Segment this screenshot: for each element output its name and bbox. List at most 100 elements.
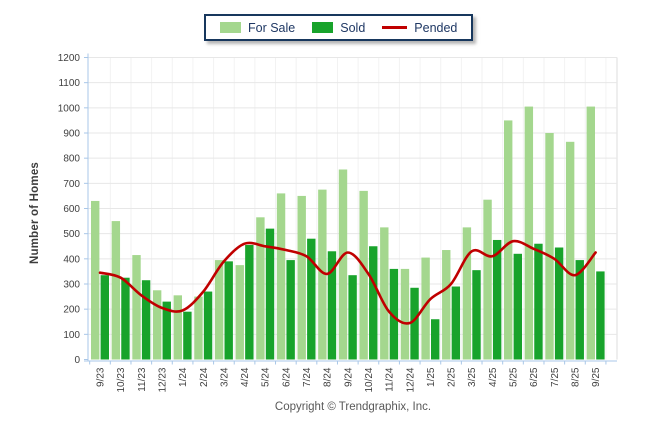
sold-bar <box>596 271 605 360</box>
legend-label-pended: Pended <box>414 20 458 35</box>
y-tick-label: 1000 <box>58 103 81 114</box>
for-sale-bar <box>111 221 121 360</box>
sold-bar <box>203 291 213 360</box>
for-sale-bar <box>173 295 182 360</box>
x-tick-label: 10/23 <box>116 367 127 392</box>
for-sale-bar <box>91 200 100 360</box>
sold-bar <box>410 287 419 360</box>
x-tick-label: 4/24 <box>240 367 251 387</box>
sold-bar <box>162 301 171 360</box>
for-sale-bar <box>483 199 492 360</box>
for-sale-bar <box>132 255 141 360</box>
x-tick-label: 9/24 <box>343 367 354 387</box>
x-tick-label: 5/24 <box>261 367 272 387</box>
x-tick-label: 5/25 <box>509 367 520 387</box>
for-sale-bar <box>338 169 348 360</box>
x-tick-label: 11/24 <box>385 367 396 392</box>
sold-bar <box>245 244 254 360</box>
y-tick-label: 1200 <box>58 53 81 64</box>
y-tick-label: 200 <box>63 305 80 316</box>
x-tick-label: 8/24 <box>323 367 334 387</box>
sold-bar <box>534 243 543 360</box>
y-tick-label: 700 <box>63 179 80 190</box>
for-sale-bar <box>359 190 368 360</box>
for-sale-bar <box>256 217 265 360</box>
for-sale-bar <box>194 296 203 360</box>
y-tick-label: 100 <box>63 330 80 341</box>
x-tick-label: 6/24 <box>281 367 292 387</box>
y-tick-label: 1100 <box>58 78 80 89</box>
x-tick-label: 3/25 <box>467 367 478 387</box>
for-sale-bar <box>235 265 244 360</box>
sold-bar <box>121 277 130 360</box>
for-sale-bar <box>442 250 451 360</box>
for-sale-bar <box>565 141 575 360</box>
y-tick-label: 600 <box>63 204 80 215</box>
for-sale-bar <box>462 227 472 360</box>
y-tick-label: 300 <box>63 280 80 291</box>
copyright-text: Copyright © Trendgraphix, Inc. <box>274 401 432 413</box>
x-tick-label: 7/25 <box>550 367 561 387</box>
legend-item-pended: Pended <box>382 21 457 35</box>
for-sale-bar <box>504 120 513 360</box>
legend-item-sold: Sold <box>312 21 365 35</box>
sold-bar <box>472 270 481 360</box>
pended-line-icon <box>382 26 408 29</box>
sold-bar <box>100 275 109 360</box>
for-sale-bar <box>318 189 327 360</box>
y-tick-label: 0 <box>74 355 80 366</box>
for-sale-bar <box>421 257 430 360</box>
sold-bar <box>492 239 502 360</box>
for-sale-bar <box>380 227 389 360</box>
for-sale-swatch-icon <box>220 22 241 33</box>
x-tick-label: 2/25 <box>447 367 458 387</box>
sold-bar <box>183 311 192 360</box>
x-tick-label: 3/24 <box>219 367 230 387</box>
for-sale-bar <box>586 106 595 360</box>
x-tick-label: 10/24 <box>364 367 375 392</box>
x-tick-label: 4/25 <box>488 367 499 387</box>
sold-bar <box>575 260 584 360</box>
legend-label-for-sale: For Sale <box>248 20 296 35</box>
sold-bar <box>369 246 378 360</box>
x-tick-label: 12/23 <box>157 367 168 392</box>
y-tick-label: 800 <box>63 154 80 165</box>
x-tick-label: 8/25 <box>570 367 581 387</box>
for-sale-bar <box>545 133 554 360</box>
for-sale-bar <box>400 268 410 360</box>
y-tick-label: 400 <box>63 254 80 265</box>
sold-bar <box>431 319 440 360</box>
x-tick-label: 9/23 <box>96 367 107 387</box>
x-tick-label: 2/24 <box>199 367 210 387</box>
legend-label-sold: Sold <box>340 20 366 35</box>
x-tick-label: 6/25 <box>529 367 540 387</box>
x-tick-label: 9/25 <box>591 367 602 387</box>
x-tick-label: 12/24 <box>405 367 416 392</box>
y-axis-title: Number of Homes <box>29 161 41 265</box>
for-sale-bar <box>297 195 306 360</box>
y-tick-label: 500 <box>63 229 80 240</box>
legend: For Sale Sold Pended <box>204 14 474 41</box>
x-tick-label: 1/24 <box>178 367 189 387</box>
y-tick-label: 900 <box>63 129 80 140</box>
sold-bar <box>451 286 461 360</box>
for-sale-bar <box>214 260 224 360</box>
sold-bar <box>554 247 564 360</box>
sold-bar <box>286 260 295 360</box>
sold-bar <box>265 228 275 360</box>
for-sale-bar <box>524 106 534 360</box>
sold-bar <box>348 275 357 360</box>
pended-line <box>98 239 597 325</box>
sold-bar <box>307 238 316 360</box>
sold-bar <box>224 261 233 360</box>
sold-bar <box>389 268 399 360</box>
x-tick-label: 1/25 <box>426 367 437 387</box>
sold-bar <box>327 251 337 360</box>
sold-bar <box>513 253 522 360</box>
for-sale-bar <box>152 290 162 360</box>
sold-bar <box>141 280 151 360</box>
x-tick-label: 11/23 <box>137 367 148 392</box>
sold-swatch-icon <box>312 22 334 33</box>
